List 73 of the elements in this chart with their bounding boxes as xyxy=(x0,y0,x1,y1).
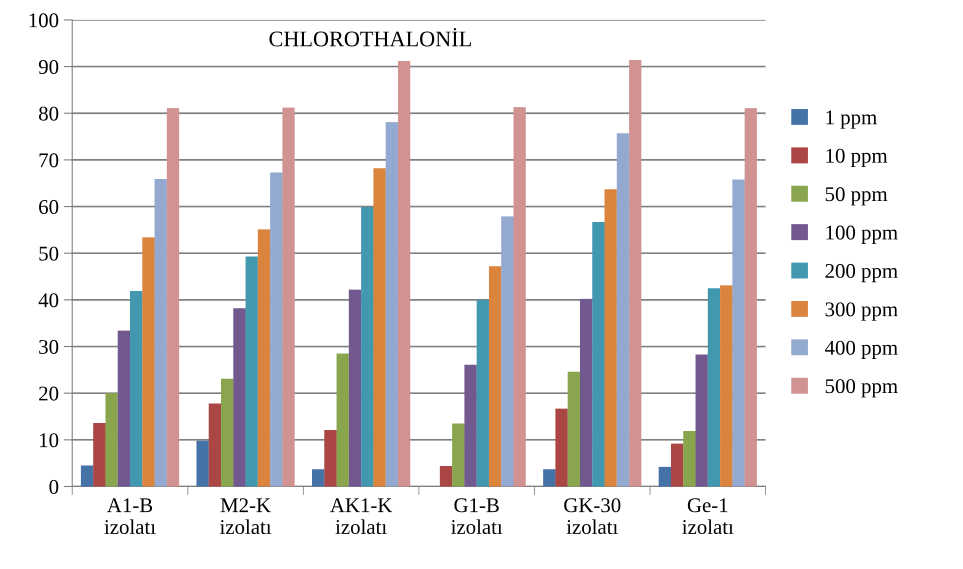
bar xyxy=(233,308,246,486)
legend-label: 100 ppm xyxy=(826,226,898,244)
bar xyxy=(488,266,502,486)
bar xyxy=(221,378,234,486)
bar xyxy=(324,430,337,486)
bar xyxy=(348,290,362,486)
bar xyxy=(80,466,94,486)
legend-label: 200 ppm xyxy=(826,264,898,282)
legend-label: 10 ppm xyxy=(826,148,888,168)
bar xyxy=(543,469,556,486)
bar xyxy=(720,285,732,486)
bar xyxy=(154,179,167,486)
legend-label: 500 ppm xyxy=(826,379,898,398)
bar xyxy=(105,393,118,486)
legend-label: 1 ppm xyxy=(826,110,877,129)
bar xyxy=(683,430,696,486)
x-tick-label: GK-30 izolatı xyxy=(564,498,620,534)
x-tick-label: A1-B izolatı xyxy=(104,498,156,534)
bar xyxy=(514,107,526,486)
bar xyxy=(373,168,386,486)
y-tick-label: 60 xyxy=(39,200,58,214)
bar xyxy=(93,423,106,486)
bar xyxy=(629,60,642,486)
bar xyxy=(361,207,374,486)
bar xyxy=(118,330,130,486)
bar xyxy=(142,237,155,486)
bar xyxy=(708,288,720,486)
bar xyxy=(398,60,410,486)
bar xyxy=(452,424,464,486)
bar xyxy=(312,469,324,486)
bar xyxy=(658,466,671,486)
y-tick-label: 0 xyxy=(49,480,58,494)
bar xyxy=(440,466,452,486)
bar xyxy=(476,300,489,486)
bar xyxy=(386,122,398,486)
y-tick-label: 10 xyxy=(40,433,58,448)
y-tick-label: 20 xyxy=(39,386,58,401)
bar xyxy=(464,364,477,486)
x-tick-label: G1-B izolatı xyxy=(451,498,502,534)
bar xyxy=(732,179,745,486)
x-tick-label: M2-K izolatı xyxy=(220,498,272,534)
legend-label: 50 ppm xyxy=(826,187,888,206)
bar xyxy=(568,372,580,486)
bar xyxy=(130,291,142,486)
bar xyxy=(696,354,708,486)
x-tick-label: AK1-K izolatı xyxy=(330,498,392,534)
y-tick-label: 90 xyxy=(38,60,58,74)
bar xyxy=(555,408,568,486)
y-tick-label: 70 xyxy=(40,153,58,168)
bar xyxy=(336,354,349,486)
legend-label: 400 ppm xyxy=(825,340,898,360)
y-tick-label: 40 xyxy=(38,293,58,308)
chart-title: CHLOROTHALONİL xyxy=(269,28,471,46)
bar xyxy=(580,298,592,486)
y-tick-label: 50 xyxy=(39,246,58,261)
bar xyxy=(604,189,617,486)
y-tick-label: 100 xyxy=(30,13,58,28)
y-tick-label: 80 xyxy=(38,106,58,121)
bar xyxy=(670,444,684,486)
bar xyxy=(744,108,757,486)
bar xyxy=(258,229,270,486)
bar xyxy=(592,222,605,486)
bar xyxy=(166,108,180,486)
bar xyxy=(616,133,630,486)
bar xyxy=(246,256,258,486)
x-tick-label: Ge-1 izolatı xyxy=(682,498,734,534)
y-tick-label: 30 xyxy=(39,340,58,354)
bar xyxy=(501,216,514,486)
legend-label: 300 ppm xyxy=(826,302,898,321)
bar xyxy=(208,403,222,486)
bar xyxy=(282,108,295,486)
bar xyxy=(270,172,282,486)
bar xyxy=(196,440,209,486)
